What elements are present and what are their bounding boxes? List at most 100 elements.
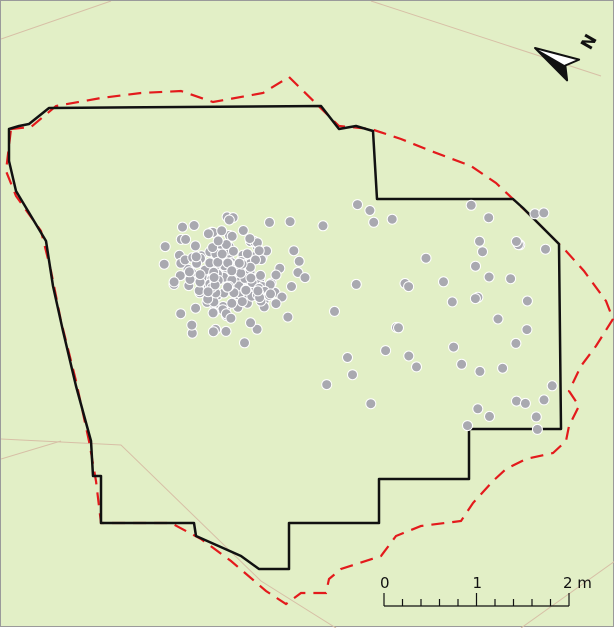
point-marker [189,240,201,252]
point-marker [474,365,486,377]
point-marker [456,358,468,370]
point-marker [237,225,249,236]
north-arrow-icon [534,47,581,82]
point-marker [245,272,257,284]
point-marker [252,285,264,297]
point-marker [158,258,170,270]
point-marker [364,205,376,216]
point-marker [255,269,266,281]
scale-bar-label: 1 [473,574,483,592]
point-marker [386,213,398,225]
point-marker [222,281,234,293]
dashed-boundary [4,75,614,606]
point-marker [190,302,202,314]
point-marker [159,241,171,253]
point-marker [239,337,250,349]
point-marker [282,311,294,323]
trail-line [1,1,112,40]
point-marker [194,269,206,281]
point-marker [329,305,340,317]
point-marker [530,411,542,423]
point-marker [253,245,265,257]
point-marker [207,326,219,338]
point-marker [240,284,252,296]
point-marker [175,308,187,320]
point-marker [168,276,180,288]
point-marker [226,297,238,309]
point-marker [446,296,458,308]
point-marker [365,398,377,410]
point-marker [403,350,415,362]
point-marker [538,394,550,406]
point-marker [202,228,214,240]
point-marker [190,251,202,263]
point-marker [462,420,473,432]
point-marker [380,345,392,357]
point-marker [208,272,220,283]
study-plot-boundary [7,104,563,571]
point-marker [438,276,449,288]
point-marker [448,341,460,353]
point-marker [538,207,550,219]
point-marker [183,266,195,278]
scale-bar-label: 0 [380,574,390,592]
point-marker [531,423,543,435]
point-marker [519,397,531,409]
point-marker [270,269,282,281]
scale-bar-label: 2 m [563,574,592,592]
point-marker [188,220,200,231]
point-marker [393,322,404,334]
point-marker [202,286,214,298]
point-marker [245,317,256,329]
point-marker [420,252,432,264]
point-marker [474,235,485,247]
trail-line [1,438,337,628]
point-marker [186,319,198,331]
point-marker [299,272,311,284]
point-marker [368,216,380,228]
trail-line [1,440,62,460]
point-marker [233,257,245,269]
point-marker [510,337,522,349]
point-marker [483,212,495,224]
point-marker [236,296,248,308]
point-marker [546,380,558,392]
point-marker [510,236,522,247]
point-marker [216,225,228,237]
point-marker [342,352,353,363]
point-marker [227,245,239,257]
point-marker [472,403,484,415]
point-marker [465,199,477,211]
point-marker [317,220,329,232]
point-marker [180,233,192,245]
point-marker [265,288,276,300]
point-marker [288,245,300,257]
point-marker [469,293,481,305]
point-marker [484,410,495,422]
point-marker [284,216,296,228]
point-marker [293,255,305,267]
point-marker [492,313,504,325]
point-marker [521,324,533,336]
point-marker [477,246,488,258]
point-marker [505,273,517,285]
point-marker [470,260,481,272]
point-marker [251,323,263,335]
point-marker [270,298,282,310]
point-marker [411,361,422,373]
point-marker [483,271,495,283]
north-label: N [577,31,601,53]
point-marker [497,362,509,374]
scale-bar: 0 1 2 m [380,574,592,607]
point-marker [226,265,238,277]
point-marker [241,248,253,260]
point-marker [511,395,522,407]
point-marker [250,254,261,266]
point-marker [235,267,247,279]
point-marker [225,312,237,324]
point-marker [216,248,228,260]
point-layer [158,199,558,435]
point-marker [352,199,363,211]
